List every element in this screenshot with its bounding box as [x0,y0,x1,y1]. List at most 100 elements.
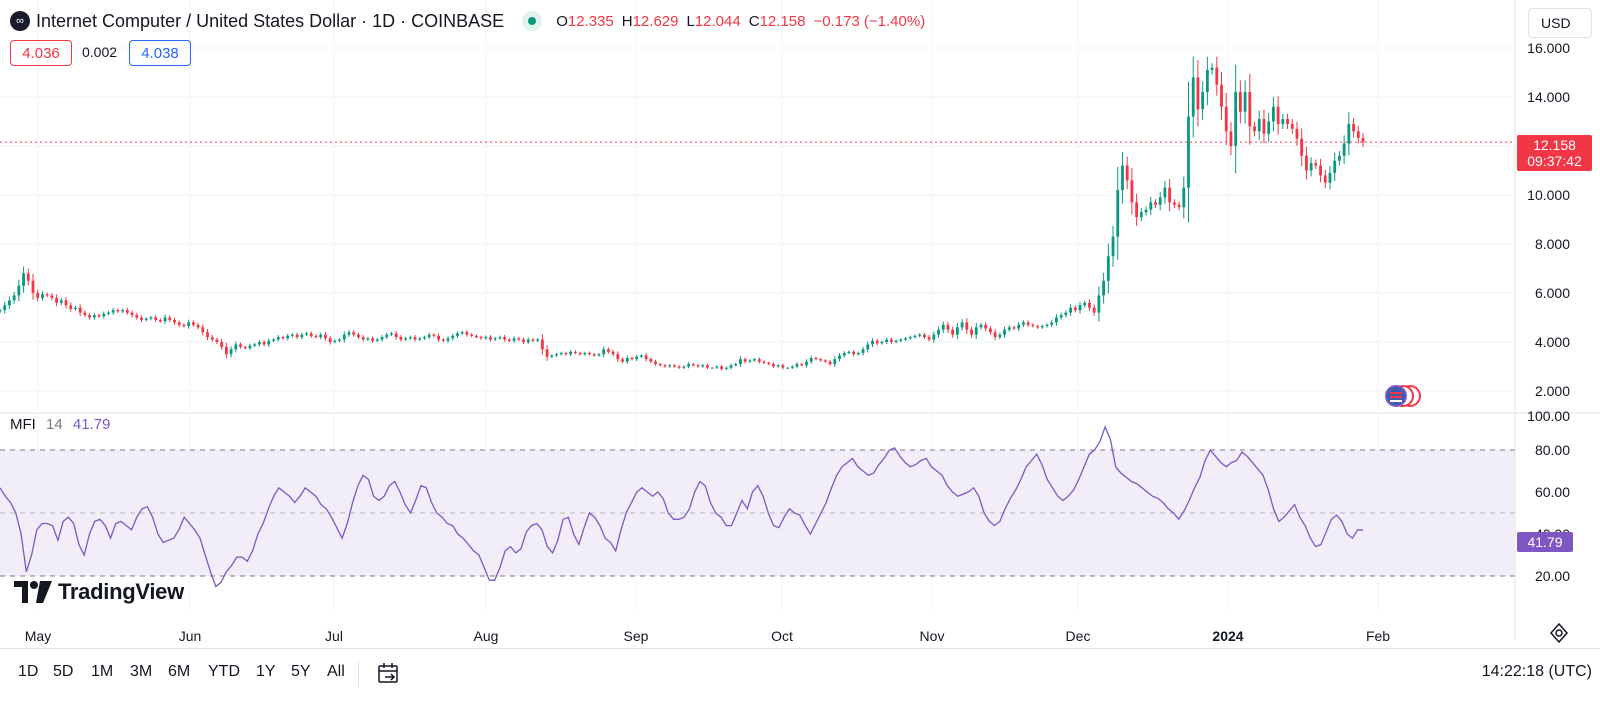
candle-body [955,327,959,335]
range-all[interactable]: All [327,663,345,680]
mfi-axis-label: 80.00 [1534,442,1570,458]
candle-body [885,339,889,342]
range-3m[interactable]: 3M [130,663,153,680]
range-ytd[interactable]: YTD [208,663,240,680]
candle-body [904,338,907,340]
symbol-title[interactable]: Internet Computer / United States Dollar… [36,10,505,31]
candle-body [814,357,818,360]
candle-body [1154,202,1157,205]
candle-body [267,340,271,345]
mfi-value: 41.79 [72,416,111,433]
sell-price-button[interactable]: 4.036 [10,40,72,66]
candle-body [729,365,733,368]
candle-body [838,355,841,360]
candle-body [394,333,398,338]
candle-body [59,300,63,303]
candle-body [309,333,313,336]
candle-body [324,334,327,339]
symbol-header[interactable]: ∞ Internet Computer / United States Doll… [10,8,925,34]
candle-body [191,322,195,325]
candle-body [852,351,856,355]
range-5y[interactable]: 5Y [291,663,311,680]
candle-body [989,328,992,333]
candle-body [691,364,695,366]
mfi-band-lines [0,449,1515,577]
time-axis-label: Aug [473,628,499,644]
range-1m[interactable]: 1M [91,663,114,680]
candle-body [338,339,341,341]
candle-body [715,366,719,368]
candle-body [31,280,35,293]
candle-body [861,349,865,354]
candle-body [1229,131,1233,146]
candle-body [1045,324,1049,327]
currency-select[interactable]: USD [1528,8,1592,38]
settings-icon[interactable] [1548,622,1570,644]
mfi-legend[interactable]: MFI 14 41.79 [10,416,110,433]
candle-body [871,340,874,345]
candle-body [470,334,474,336]
economic-events-icon[interactable] [1385,385,1421,407]
candle-body [1135,202,1139,218]
goto-date-icon[interactable] [376,661,402,687]
close-value: 12.158 [759,12,806,30]
range-1d[interactable]: 1D [18,663,39,680]
candle-body [644,355,648,360]
candle-body [1158,197,1162,205]
candle-body [823,360,827,362]
price-axis-label: 4.000 [1534,334,1570,350]
candle-body [1059,315,1063,318]
candle-body [92,315,96,318]
market-open-icon [522,11,543,31]
candle-body [1092,307,1096,313]
candle-body [583,353,587,355]
price-axis-label: 16.000 [1527,40,1570,56]
utc-clock[interactable]: 14:22:18 (UTC) [1481,663,1592,680]
candle-body [380,337,384,340]
candle-body [1031,324,1035,327]
candle-body [984,324,988,329]
candle-body [993,332,997,338]
candle-body [45,294,49,296]
candle-body [168,317,172,320]
candle-body [1036,326,1039,328]
candle-body [257,342,261,345]
candle-body [8,300,11,306]
candle-body [856,353,860,355]
candle-body [1295,128,1299,139]
candles [0,56,1365,371]
price-chart[interactable] [0,0,1600,410]
candle-body [1055,317,1058,323]
candle-body [1177,204,1181,208]
price-axis-label: 6.000 [1534,285,1570,301]
candle-body [573,351,577,354]
candle-body [243,346,247,349]
candle-body [1267,121,1271,134]
candle-body [456,333,459,336]
candle-body [272,339,275,341]
range-1y[interactable]: 1Y [256,663,276,680]
candle-body [371,338,374,341]
buy-price-button[interactable]: 4.038 [129,40,191,66]
current-price-value: 12.158 [1533,137,1576,153]
candle-body [36,293,40,298]
candle-body [305,333,308,335]
candle-body [559,353,563,355]
range-6m[interactable]: 6M [168,663,191,680]
candle-body [498,337,502,339]
candle-body [276,337,280,340]
candle-body [1191,77,1195,117]
price-axis-label: 10.000 [1527,187,1570,203]
range-5d[interactable]: 5D [53,663,74,680]
close-label: C [748,12,760,30]
candle-body [215,339,219,342]
candle-body [111,310,115,313]
candle-body [385,334,389,338]
time-axis-label: 2024 [1212,628,1244,644]
time-axis-label: Dec [1065,628,1091,644]
candle-body [1253,126,1256,132]
candle-body [1205,70,1209,93]
tradingview-watermark: TradingView [14,579,184,605]
candle-body [41,294,44,298]
candle-body [1012,327,1016,329]
